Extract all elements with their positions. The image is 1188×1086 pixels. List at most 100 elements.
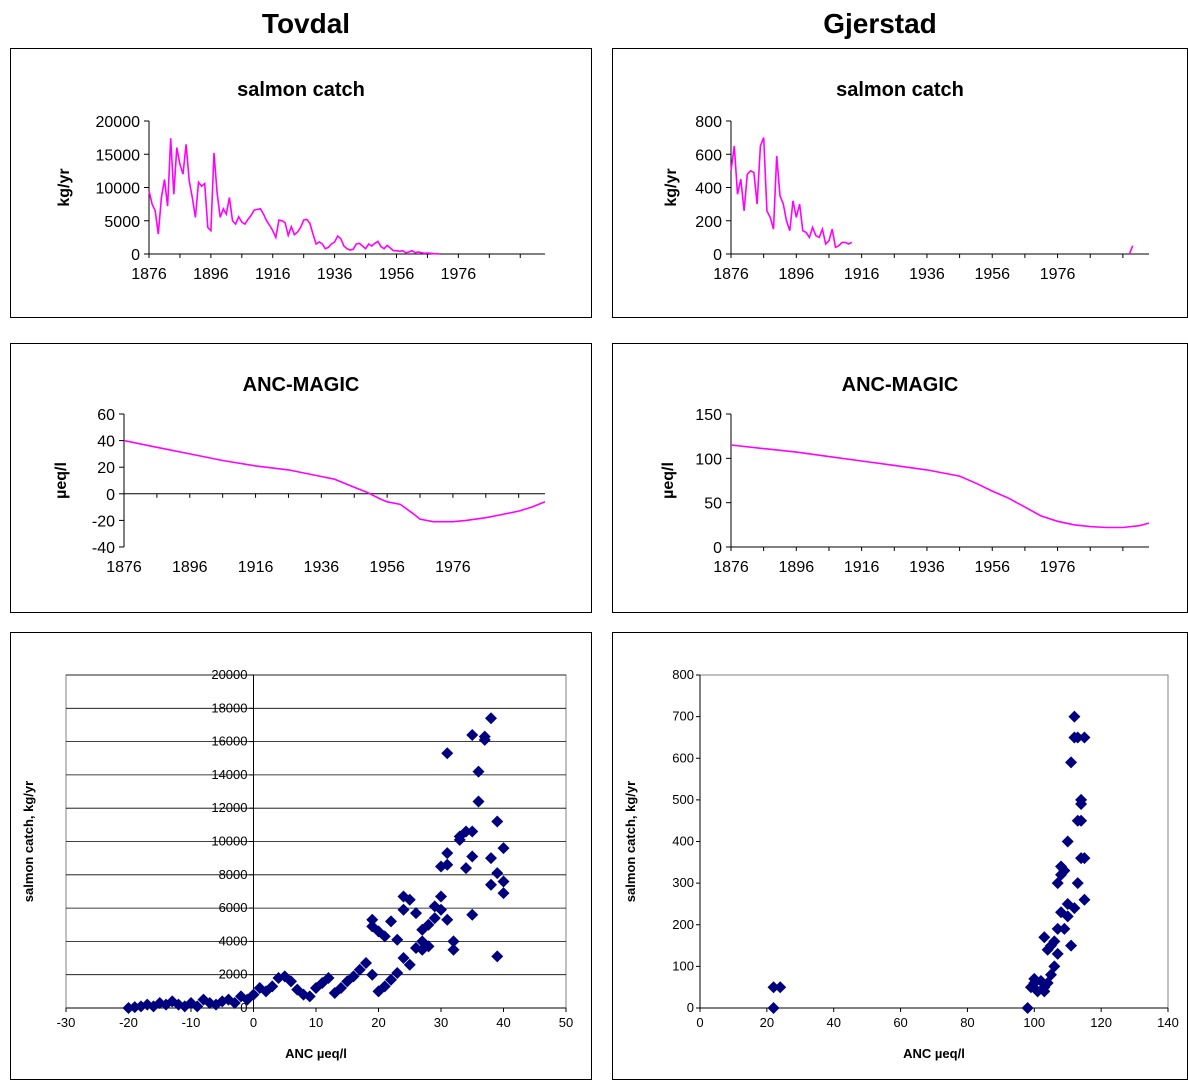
data-point (774, 981, 787, 994)
x-tick-label: 1956 (974, 266, 1010, 283)
x-tick-label: 1916 (844, 559, 880, 576)
data-point (216, 995, 229, 1008)
x-tick-label: 20 (760, 1015, 774, 1030)
data-point (428, 912, 441, 925)
x-tick-label: 1896 (779, 559, 815, 576)
data-point (1061, 910, 1074, 923)
x-tick-label: 60 (893, 1015, 907, 1030)
plot-area (699, 674, 1169, 1009)
y-tick-label: 20000 (96, 114, 141, 131)
x-tick-label: 80 (960, 1015, 974, 1030)
tovdal-anc-panel: ANC-MAGIC -40 -20 0 20 40 60 1876 1896 1916 1936 19… (10, 343, 592, 613)
data-point (147, 1000, 160, 1013)
data-point (1078, 852, 1091, 865)
y-tick-label: 5000 (104, 214, 140, 231)
y-tick-label: 4000 (219, 933, 248, 948)
data-point (497, 842, 510, 855)
chart-title: salmon catch (237, 79, 365, 101)
data-point (178, 1000, 191, 1013)
data-point (416, 943, 429, 956)
data-point (366, 968, 379, 981)
data-point (1075, 793, 1088, 806)
data-point (428, 900, 441, 913)
data-point (416, 935, 429, 948)
chart-title: ANC-MAGIC (842, 374, 959, 396)
y-tick-label: 20 (97, 460, 115, 477)
y-tick-label: 40 (97, 434, 115, 451)
data-point (135, 1000, 147, 1013)
x-tick-label: 120 (1090, 1015, 1112, 1030)
data-point (1048, 935, 1061, 948)
x-tick-label: 1936 (909, 266, 945, 283)
x-tick-label: 100 (1023, 1015, 1045, 1030)
tovdal-catch-chart: salmon catch 0 5000 10000 15000 20000 1876 1896… (56, 79, 545, 283)
y-tick-label: 60 (97, 407, 115, 424)
data-point (1038, 981, 1051, 994)
site-title-gjerstad: Gjerstad (823, 8, 937, 39)
x-axis-label: ANC µeq/l (285, 1046, 347, 1061)
y-tick-label: 800 (695, 114, 722, 131)
x-tick-label: 10 (309, 1015, 323, 1030)
data-point (378, 930, 391, 943)
tovdal-scatter-panel: 0 2000 4000 6000 8000 10000 12000 14000 16000 180… (10, 632, 592, 1080)
data-point (1038, 931, 1051, 944)
series-line-0 (148, 138, 440, 255)
x-tick-label: 0 (696, 1015, 703, 1030)
tovdal-anc-chart: ANC-MAGIC -40 -20 0 20 40 60 1876 1896 1916 1936 19… (53, 374, 546, 576)
data-point (322, 972, 335, 985)
x-tick-label: 1916 (238, 559, 274, 576)
data-point (447, 935, 460, 948)
data-point (472, 795, 485, 808)
x-tick-label: 1956 (974, 559, 1010, 576)
y-tick-label: 600 (672, 750, 694, 765)
data-point (767, 1002, 780, 1014)
data-point (385, 973, 397, 986)
y-tick-label: -20 (92, 513, 115, 530)
data-point (1058, 922, 1071, 935)
y-tick-label: 10000 (96, 181, 141, 198)
y-tick-label: 600 (695, 147, 722, 164)
x-tick-label: 20 (371, 1015, 385, 1030)
gjerstad-anc-panel: ANC-MAGIC 0 50 100 150 1876 1896 1916 1936 1956 19… (612, 343, 1188, 613)
x-tick-label: 1916 (255, 266, 291, 283)
y-tick-label: 18000 (211, 700, 247, 715)
x-tick-label: -30 (57, 1015, 76, 1030)
x-tick-label: 1936 (909, 559, 945, 576)
data-point (1055, 860, 1068, 873)
data-point (391, 933, 404, 946)
y-tick-label: 12000 (211, 800, 247, 815)
data-point (1061, 835, 1074, 848)
data-point (128, 1001, 141, 1014)
y-tick-label: 0 (687, 1000, 694, 1015)
series-line-0 (730, 137, 853, 249)
y-tick-label: 800 (672, 667, 694, 682)
tovdal-scatter-chart: 0 2000 4000 6000 8000 10000 12000 14000 16000 180… (21, 667, 573, 1061)
data-point (422, 940, 435, 953)
y-axis-label: kg/yr (663, 168, 680, 206)
data-point (466, 850, 479, 863)
data-point (1041, 943, 1054, 956)
y-tick-label: 100 (672, 958, 694, 973)
data-point (435, 860, 447, 873)
chart-title: ANC-MAGIC (243, 374, 360, 396)
data-point (466, 825, 479, 838)
y-tick-label: -40 (92, 540, 115, 557)
y-tick-label: 16000 (211, 734, 247, 749)
data-point (497, 887, 510, 900)
data-point (1075, 814, 1088, 827)
data-point (260, 985, 272, 998)
y-tick-label: 0 (106, 487, 115, 504)
y-tick-label: 0 (240, 1000, 247, 1015)
data-point (366, 920, 379, 933)
y-axis-label: salmon catch, kg/yr (21, 781, 36, 902)
series-line-1 (1128, 245, 1134, 255)
data-point (466, 728, 479, 741)
x-tick-label: -10 (182, 1015, 201, 1030)
y-axis-label: kg/yr (56, 168, 73, 206)
data-point (453, 833, 466, 846)
x-tick-label: 50 (559, 1015, 573, 1030)
y-tick-label: 150 (695, 407, 722, 424)
data-point (767, 981, 780, 994)
x-tick-label: 1876 (713, 559, 749, 576)
data-point (347, 970, 360, 983)
